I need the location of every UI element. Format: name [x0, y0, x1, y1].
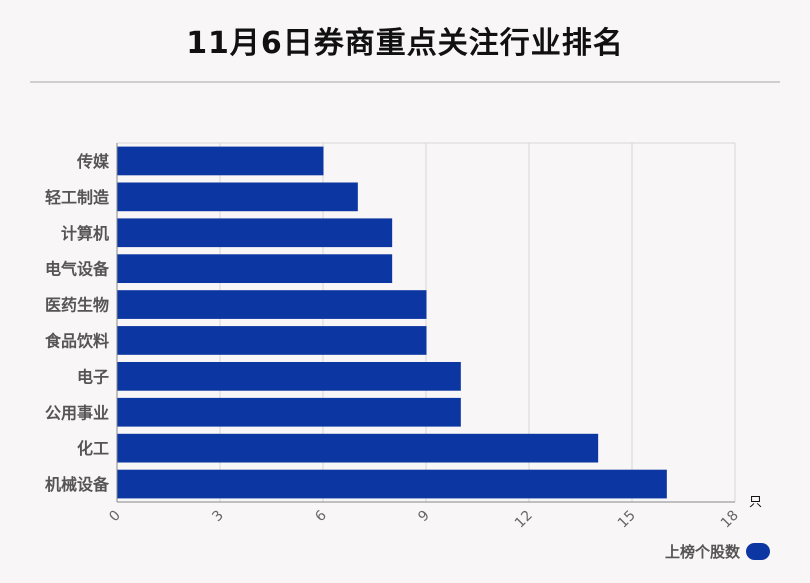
chart-title: 11月6日券商重点关注行业排名 [186, 26, 624, 61]
x-tick-label: 12 [512, 508, 536, 532]
category-label: 轻工制造 [45, 188, 110, 207]
category-label: 化工 [77, 439, 109, 458]
category-label: 传媒 [76, 152, 110, 171]
x-tick-label: 9 [415, 508, 433, 526]
category-label: 食品饮料 [44, 331, 109, 350]
category-label: 医药生物 [45, 296, 109, 315]
axes [116, 142, 735, 503]
category-label: 公用事业 [45, 403, 109, 422]
tick-labels: 0 3 6 9 12 15 18 [106, 507, 742, 531]
x-tick-label: 15 [615, 508, 639, 532]
x-tick-label: 0 [106, 508, 124, 526]
legend-swatch [746, 543, 770, 560]
category-label: 电气设备 [45, 260, 110, 279]
bar[interactable] [117, 433, 599, 463]
bar[interactable] [117, 326, 427, 355]
x-tick-label: 3 [209, 508, 227, 526]
bars [117, 146, 667, 499]
bar[interactable] [117, 361, 461, 391]
bar[interactable] [117, 469, 667, 499]
title-divider [30, 81, 780, 83]
legend-label: 上榜个股数 [664, 543, 740, 561]
legend[interactable]: 上榜个股数 [665, 541, 770, 562]
x-unit-label: 只 [749, 495, 762, 510]
x-tick-label: 6 [312, 507, 330, 525]
category-label: 计算机 [61, 224, 109, 243]
category-label: 机械设备 [45, 475, 110, 494]
bar[interactable] [117, 254, 393, 284]
bar[interactable] [117, 397, 461, 427]
bar[interactable] [117, 218, 393, 248]
bar[interactable] [117, 290, 427, 319]
x-tick-label: 18 [718, 508, 742, 532]
bar[interactable] [117, 146, 324, 176]
category-label: 电子 [77, 367, 109, 386]
bar[interactable] [117, 182, 358, 212]
